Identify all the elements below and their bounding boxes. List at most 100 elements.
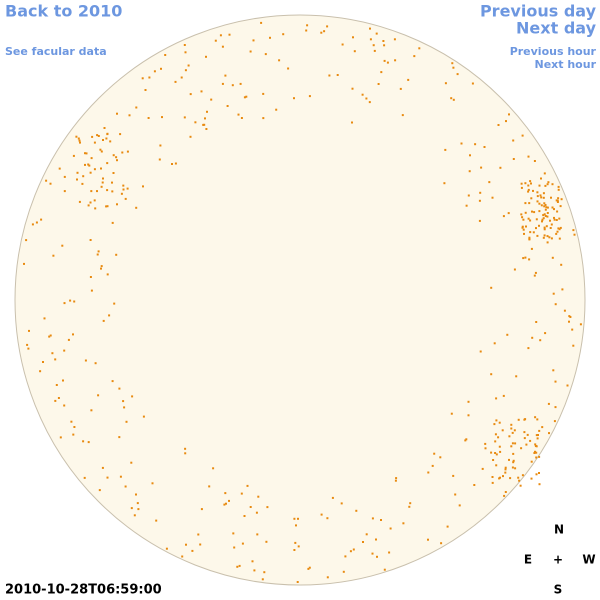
facula [243,515,246,517]
facula [456,73,459,76]
facula [351,87,354,90]
facula [100,150,103,153]
facula [106,205,109,208]
facula [87,204,90,207]
facula [264,53,267,56]
facula [546,183,549,186]
facula [518,479,521,482]
facula [535,321,538,323]
facula [532,231,535,234]
facula [164,54,167,56]
facula [528,202,531,205]
facula [45,179,48,182]
facula [556,199,559,202]
facula [529,219,532,222]
facula [553,420,556,423]
next-hour-link[interactable]: Next hour [535,58,597,71]
facula [90,409,93,412]
facula [481,467,484,470]
facula [525,443,528,446]
facula [228,33,231,36]
facula [527,347,530,350]
facula [533,274,536,277]
facula [544,204,547,206]
facula [233,546,236,549]
facula [556,201,559,203]
facula [82,440,85,443]
facula [97,250,100,253]
facula [568,320,570,323]
facula [530,197,533,200]
facula [524,211,527,214]
facula [493,423,496,426]
facula [293,517,296,520]
facula [452,66,455,69]
facula [546,241,549,244]
facula [538,472,540,474]
facula [380,519,382,521]
facula [464,439,467,442]
facula [266,506,269,509]
facula [67,338,70,341]
facula [498,445,501,448]
facula [91,135,94,138]
facula [553,208,555,211]
facula [344,555,347,558]
facula [469,154,471,157]
facula [498,477,501,480]
facula [491,476,494,478]
facula [249,506,252,508]
facula [226,105,229,107]
facula [135,106,138,109]
next-day-link[interactable]: Next day [516,19,597,38]
facula [533,452,536,454]
facula [368,101,371,104]
facula [532,189,534,192]
facula [108,314,111,317]
facula [542,236,545,239]
facula [546,215,549,218]
facula [124,197,127,200]
facula [512,452,515,455]
facula [402,522,405,525]
facula [536,234,539,237]
facula [236,565,239,568]
facula [413,55,416,58]
facula [553,216,555,219]
facula [542,214,545,217]
facula [35,221,38,224]
facula [23,262,25,265]
facula [526,433,529,436]
facula [189,93,192,96]
facula [224,492,227,495]
back-link[interactable]: Back to 2010 [5,2,122,21]
facula [105,205,108,208]
facula [61,244,64,247]
facula [536,191,539,194]
facula [261,578,264,581]
facula [465,204,468,207]
facula [228,499,230,502]
facula [535,227,537,230]
facula [189,135,192,138]
facula [380,71,383,74]
facula [141,77,144,80]
facula [393,38,396,41]
facula [96,134,99,137]
facula [377,83,380,85]
facula [63,175,66,178]
facula [538,224,540,227]
facula [504,471,507,474]
facula [238,564,241,567]
facula [528,238,531,241]
facula [517,418,520,421]
previous-hour-link[interactable]: Previous hour [510,45,597,58]
facular-link[interactable]: See facular data [5,45,107,58]
facula [365,533,368,536]
facula [521,225,524,228]
facula [495,419,498,422]
facula [63,404,66,407]
facula [355,509,358,512]
facula [504,491,507,493]
previous-day-link[interactable]: Previous day [480,2,597,21]
